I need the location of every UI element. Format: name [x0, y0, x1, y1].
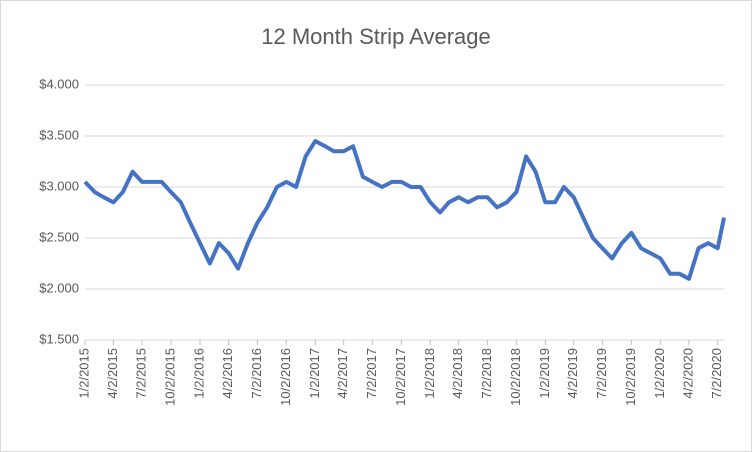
x-tick-label: 7/2/2020 — [709, 348, 724, 399]
x-tick-label: 4/2/2016 — [220, 348, 235, 399]
x-tick-label: 7/2/2016 — [249, 348, 264, 399]
x-tick-label: 7/2/2018 — [479, 348, 494, 399]
y-tick-label: $1.500 — [39, 331, 79, 346]
x-tick-label: 10/2/2016 — [278, 348, 293, 406]
x-tick-label: 1/2/2020 — [652, 348, 667, 399]
x-tick-label: 1/2/2016 — [191, 348, 206, 399]
x-tick-label: 4/2/2015 — [105, 348, 120, 399]
x-tick-label: 10/2/2019 — [623, 348, 638, 406]
chart-title: 12 Month Strip Average — [261, 24, 491, 49]
x-tick-label: 1/2/2015 — [76, 348, 91, 399]
x-tick-label: 1/2/2017 — [307, 348, 322, 399]
y-tick-label: $2.000 — [39, 280, 79, 295]
x-tick-label: 4/2/2018 — [450, 348, 465, 399]
x-tick-label: 10/2/2017 — [393, 348, 408, 406]
x-tick-label: 4/2/2020 — [680, 348, 695, 399]
y-tick-label: $3.500 — [39, 127, 79, 142]
x-tick-label: 10/2/2015 — [162, 348, 177, 406]
x-tick-label: 4/2/2019 — [565, 348, 580, 399]
line — [83, 139, 726, 281]
y-tick-label: $4.000 — [39, 76, 79, 91]
x-tick-label: 4/2/2017 — [335, 348, 350, 399]
y-tick-label: $2.500 — [39, 229, 79, 244]
x-tick-label: 10/2/2018 — [508, 348, 523, 406]
x-tick-label: 7/2/2019 — [594, 348, 609, 399]
x-tick-label: 7/2/2015 — [133, 348, 148, 399]
x-tick-label: 7/2/2017 — [364, 348, 379, 399]
x-tick-label: 1/2/2019 — [537, 348, 552, 399]
x-tick-label: 1/2/2018 — [422, 348, 437, 399]
y-tick-label: $3.000 — [39, 178, 79, 193]
